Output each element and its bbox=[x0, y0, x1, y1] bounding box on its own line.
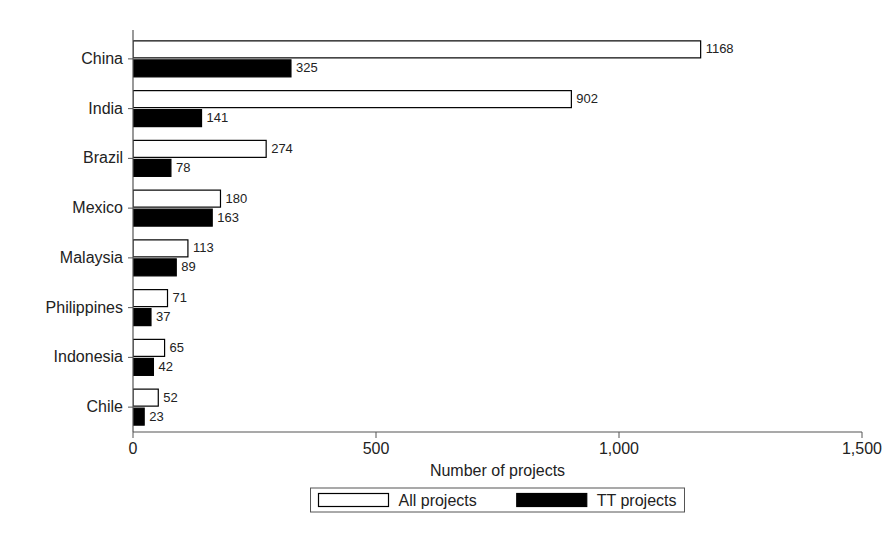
category-label: Chile bbox=[87, 398, 124, 415]
bar bbox=[133, 240, 188, 257]
category-label: Mexico bbox=[72, 199, 123, 216]
legend-label: TT projects bbox=[597, 492, 677, 509]
data-label: 163 bbox=[217, 210, 239, 225]
bar bbox=[133, 91, 571, 108]
bar bbox=[133, 110, 202, 127]
x-tick-label: 0 bbox=[129, 440, 138, 457]
data-label: 141 bbox=[207, 110, 229, 125]
data-label: 23 bbox=[149, 409, 163, 424]
data-label: 89 bbox=[181, 259, 195, 274]
category-tick bbox=[128, 208, 133, 209]
data-label: 37 bbox=[156, 309, 170, 324]
bar bbox=[133, 389, 158, 406]
bar bbox=[133, 259, 176, 276]
category-label: China bbox=[81, 50, 123, 67]
data-label: 78 bbox=[176, 160, 190, 175]
background bbox=[0, 0, 890, 544]
category-tick bbox=[128, 58, 133, 59]
data-label: 274 bbox=[271, 141, 293, 156]
bar bbox=[133, 60, 291, 77]
category-label: Brazil bbox=[83, 149, 123, 166]
data-label: 902 bbox=[576, 91, 598, 106]
bar bbox=[133, 408, 144, 425]
bar bbox=[133, 290, 168, 307]
x-tick bbox=[376, 432, 377, 438]
data-label: 113 bbox=[193, 240, 214, 255]
bar bbox=[133, 140, 266, 157]
category-label: Philippines bbox=[46, 299, 123, 316]
x-tick-label: 1,000 bbox=[599, 440, 639, 457]
x-axis-title: Number of projects bbox=[430, 462, 565, 479]
data-label: 52 bbox=[163, 390, 177, 405]
bar bbox=[133, 339, 165, 356]
category-tick bbox=[128, 307, 133, 308]
bar bbox=[133, 358, 153, 375]
y-axis bbox=[132, 30, 133, 432]
legend-swatch bbox=[319, 494, 389, 507]
bar bbox=[133, 159, 171, 176]
data-label: 325 bbox=[296, 60, 318, 75]
bar bbox=[133, 209, 212, 226]
legend-box bbox=[311, 488, 685, 512]
x-tick-label: 500 bbox=[363, 440, 390, 457]
legend-label: All projects bbox=[399, 492, 477, 509]
x-tick-label: 1,500 bbox=[842, 440, 882, 457]
x-tick bbox=[619, 432, 620, 438]
chart: 1168 325 902 141 274 78 180 163113 89 7137 65 42 522… bbox=[0, 0, 890, 544]
category-label: Indonesia bbox=[54, 348, 123, 365]
x-axis bbox=[133, 431, 862, 432]
category-tick bbox=[128, 108, 133, 109]
data-label: 71 bbox=[173, 290, 187, 305]
category-tick bbox=[128, 357, 133, 358]
category-tick bbox=[128, 158, 133, 159]
category-tick bbox=[128, 407, 133, 408]
bars bbox=[133, 41, 701, 425]
legend: All projects TT projects bbox=[311, 488, 685, 512]
data-label: 65 bbox=[170, 340, 184, 355]
category-tick bbox=[128, 257, 133, 258]
x-tick bbox=[862, 432, 863, 438]
data-labels: 1168 325 902 141 274 78 180 163113 89 7137 65 42 522… bbox=[149, 41, 733, 423]
category-label: Malaysia bbox=[60, 249, 123, 266]
legend-swatch bbox=[517, 494, 587, 507]
x-tick bbox=[133, 432, 134, 438]
data-label: 180 bbox=[225, 191, 247, 206]
category-label: India bbox=[88, 100, 123, 117]
data-label: 42 bbox=[158, 359, 172, 374]
data-label: 1168 bbox=[706, 41, 734, 56]
bar bbox=[133, 190, 220, 207]
bar bbox=[133, 41, 701, 58]
bar bbox=[133, 309, 151, 326]
